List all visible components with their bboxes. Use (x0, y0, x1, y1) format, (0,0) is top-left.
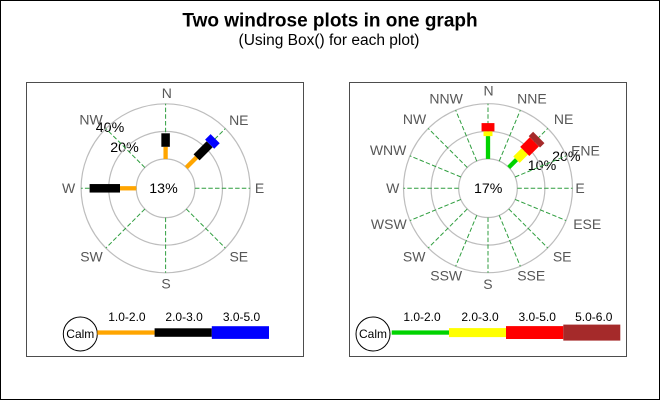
svg-text:3.0-5.0: 3.0-5.0 (519, 310, 557, 324)
svg-text:Calm: Calm (359, 327, 387, 341)
svg-text:SE: SE (553, 249, 572, 265)
svg-text:NE: NE (554, 111, 573, 127)
svg-text:13%: 13% (149, 181, 178, 197)
svg-text:NW: NW (403, 111, 427, 127)
svg-text:ESE: ESE (573, 216, 601, 232)
svg-text:Calm: Calm (66, 327, 94, 341)
svg-text:W: W (62, 180, 76, 196)
svg-text:ENE: ENE (571, 143, 600, 159)
svg-text:WSW: WSW (371, 216, 408, 232)
svg-text:SSW: SSW (430, 267, 463, 283)
svg-text:W: W (386, 180, 400, 196)
svg-text:NNE: NNE (517, 91, 547, 107)
svg-text:17%: 17% (474, 181, 503, 197)
svg-text:3.0-5.0: 3.0-5.0 (223, 310, 261, 324)
svg-text:NNW: NNW (429, 91, 463, 107)
svg-text:S: S (483, 276, 492, 292)
svg-text:(Using Box() for each plot): (Using Box() for each plot) (239, 32, 420, 49)
svg-text:NE: NE (229, 112, 248, 128)
svg-text:E: E (575, 180, 584, 196)
svg-text:1.0-2.0: 1.0-2.0 (108, 310, 146, 324)
svg-text:2.0-3.0: 2.0-3.0 (165, 310, 203, 324)
svg-text:E: E (255, 180, 264, 196)
svg-text:N: N (484, 83, 494, 99)
svg-text:SSE: SSE (517, 267, 545, 283)
svg-text:S: S (161, 276, 170, 292)
svg-text:N: N (162, 85, 172, 101)
svg-text:SE: SE (229, 249, 248, 265)
svg-text:WNW: WNW (370, 142, 407, 158)
svg-text:SW: SW (403, 249, 426, 265)
svg-text:1.0-2.0: 1.0-2.0 (403, 310, 441, 324)
svg-text:Two windrose plots in one grap: Two windrose plots in one graph (182, 10, 477, 31)
svg-text:2.0-3.0: 2.0-3.0 (461, 310, 499, 324)
svg-text:SW: SW (80, 249, 103, 265)
svg-text:5.0-6.0: 5.0-6.0 (575, 310, 613, 324)
svg-text:NW: NW (79, 112, 103, 128)
